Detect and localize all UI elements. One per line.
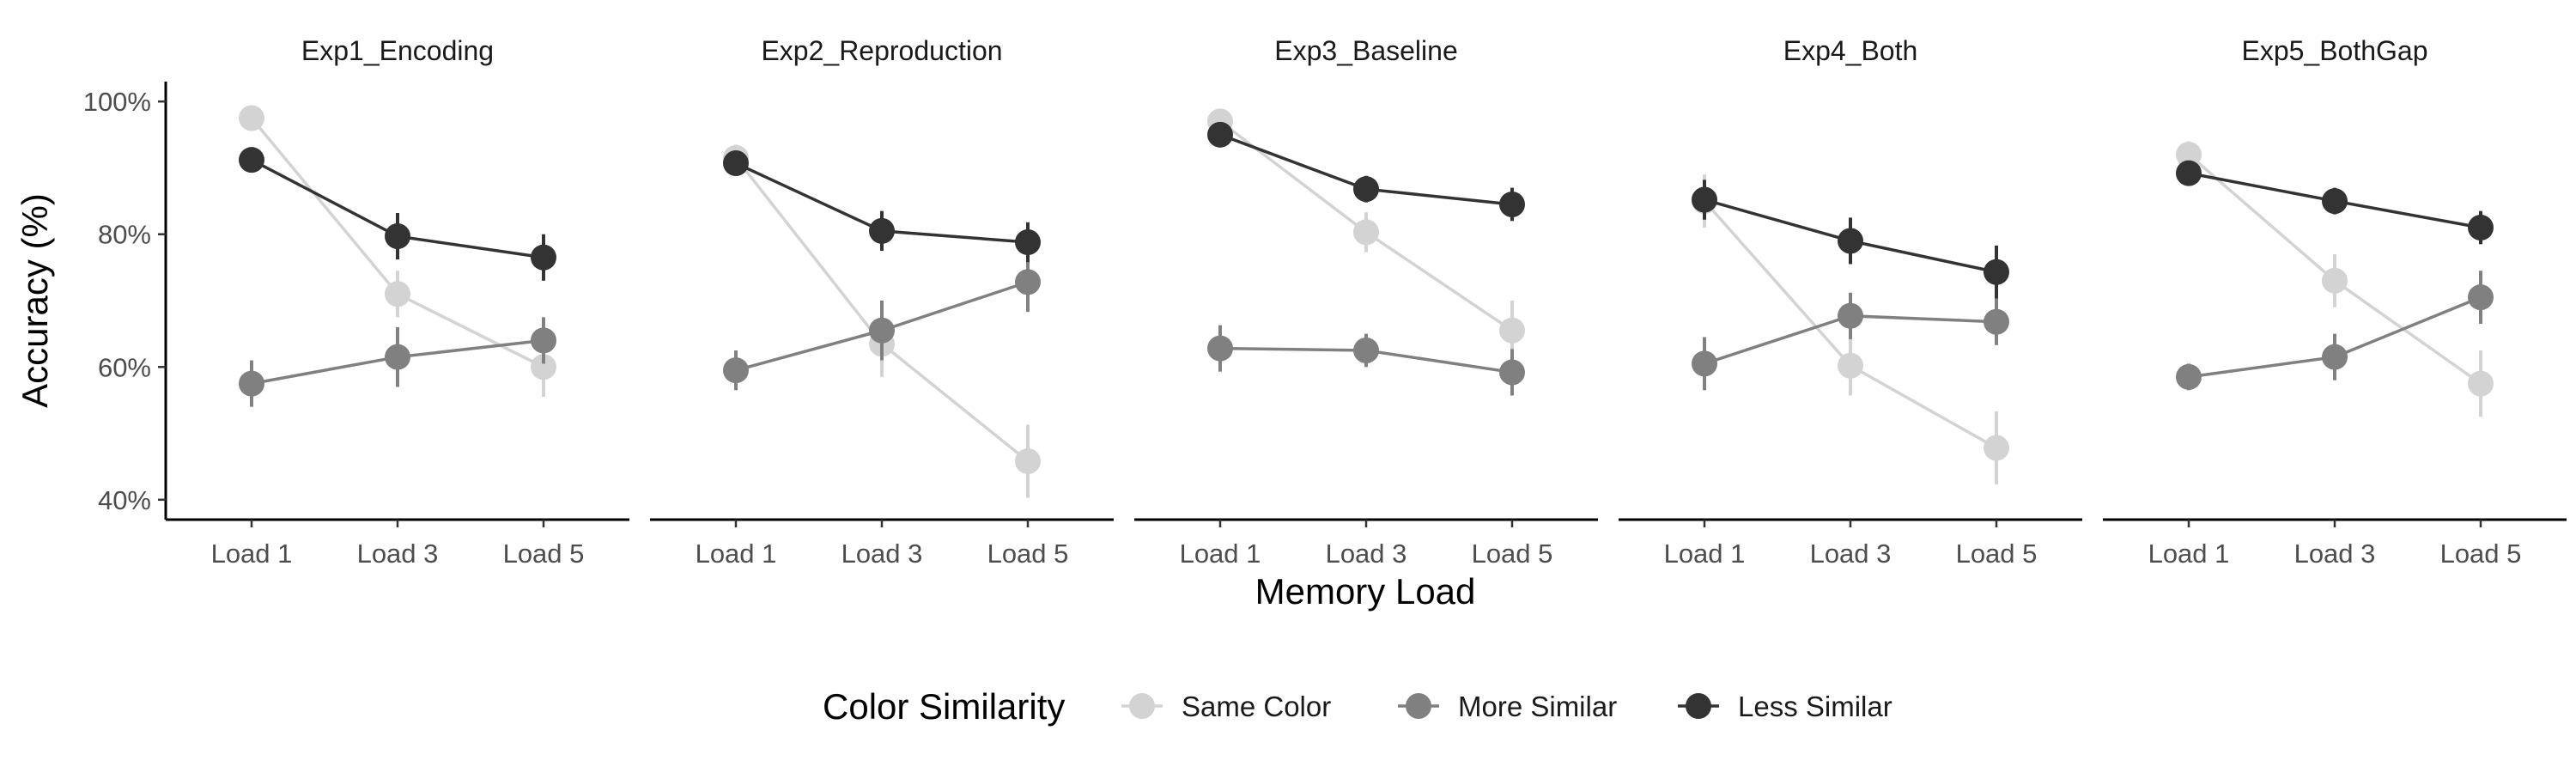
data-point — [531, 244, 556, 271]
series-less-similar — [1207, 121, 1525, 222]
panel-Exp1_Encoding: Exp1_Encoding 40% 60% 80% 100% Load 1 Load 3 Lo… — [83, 35, 629, 569]
data-point — [1838, 228, 1863, 254]
series-more-similar — [239, 317, 556, 407]
legend: Color Similarity Same Color More Similar L… — [823, 686, 1893, 727]
x-tick-label: Load 3 — [1326, 539, 1407, 569]
data-point — [2176, 160, 2202, 186]
y-axis-title: Accuracy (%) — [15, 193, 55, 408]
data-point — [2322, 267, 2348, 294]
chart-panels: Exp1_Encoding 40% 60% 80% 100% Load 1 Load 3 Lo… — [83, 35, 2567, 569]
data-point — [1692, 186, 1717, 213]
x-tick-label: Load 3 — [841, 539, 923, 569]
data-point — [2468, 370, 2494, 397]
x-tick-label: Load 1 — [1180, 539, 1261, 569]
x-tick-label: Load 5 — [1472, 539, 1553, 569]
panel-title: Exp2_Reproduction — [761, 35, 1002, 66]
x-tick-label: Load 1 — [2148, 539, 2230, 569]
data-point — [1499, 359, 1525, 386]
series-more-similar — [723, 252, 1041, 391]
x-tick-label: Load 5 — [987, 539, 1069, 569]
legend-label: Less Similar — [1738, 691, 1893, 722]
panel-Exp4_Both: Exp4_Both Load 1 Load 3 Load 5 — [1619, 35, 2082, 569]
panel-title: Exp5_BothGap — [2241, 35, 2427, 66]
data-point — [1015, 229, 1041, 255]
x-tick-label: Load 1 — [696, 539, 777, 569]
data-point — [239, 105, 264, 131]
panel-title: Exp3_Baseline — [1274, 35, 1457, 66]
x-tick-label: Load 5 — [1956, 539, 2038, 569]
data-point — [1984, 308, 2009, 335]
panel-Exp5_BothGap: Exp5_BothGap Load 1 Load 3 Load 5 — [2103, 35, 2567, 569]
data-point — [1499, 317, 1525, 344]
data-point — [239, 147, 264, 173]
legend-key-point — [1686, 693, 1711, 719]
data-point — [531, 354, 556, 380]
data-point — [723, 150, 749, 177]
series-less-similar — [1692, 180, 2009, 299]
legend-item-less-similar: Less Similar — [1678, 691, 1893, 722]
data-point — [2468, 215, 2494, 240]
series-more-similar — [2176, 271, 2494, 391]
data-point — [1838, 302, 1863, 329]
series-less-similar — [239, 147, 556, 281]
data-point — [1353, 176, 1379, 203]
panel-Exp3_Baseline: Exp3_Baseline Load 1 Load 3 Load 5 — [1134, 35, 1598, 569]
x-tick-label: Load 1 — [211, 539, 293, 569]
data-point — [1838, 352, 1863, 379]
data-point — [1984, 435, 2009, 461]
legend-label: Same Color — [1182, 691, 1331, 722]
data-point — [869, 317, 895, 344]
data-point — [239, 370, 264, 397]
legend-key-point — [1406, 693, 1431, 719]
data-point — [1499, 191, 1525, 217]
series-same-color — [2176, 141, 2494, 417]
data-point — [1984, 259, 2009, 285]
legend-title: Color Similarity — [823, 686, 1065, 727]
panel-Exp2_Reproduction: Exp2_Reproduction Load 1 Load 3 Load 5 — [650, 35, 1114, 569]
x-tick-label: Load 5 — [503, 539, 585, 569]
data-point — [2468, 284, 2494, 311]
series-less-similar — [723, 150, 1041, 263]
legend-key-point — [1129, 693, 1155, 719]
legend-item-same-color: Same Color — [1121, 691, 1331, 722]
x-axis-title: Memory Load — [1255, 571, 1476, 612]
data-point — [1015, 448, 1041, 474]
panel-title: Exp4_Both — [1783, 35, 1918, 66]
panel-title: Exp1_Encoding — [301, 35, 494, 66]
x-tick-label: Load 1 — [1664, 539, 1746, 569]
y-tick-label: 100% — [83, 87, 151, 117]
x-tick-label: Load 5 — [2440, 539, 2522, 569]
data-point — [2176, 142, 2202, 167]
data-point — [1353, 337, 1379, 363]
x-tick-label: Load 3 — [357, 539, 439, 569]
series-less-similar — [2176, 160, 2494, 245]
data-point — [1015, 269, 1041, 295]
data-point — [531, 327, 556, 354]
data-point — [1353, 219, 1379, 246]
data-point — [2322, 344, 2348, 370]
data-point — [723, 357, 749, 384]
legend-item-more-similar: More Similar — [1398, 691, 1617, 722]
series-more-similar — [1692, 292, 2009, 391]
data-point — [1207, 121, 1233, 148]
x-tick-label: Load 3 — [1810, 539, 1892, 569]
y-tick-label: 40% — [98, 485, 151, 515]
data-point — [1207, 335, 1233, 362]
data-point — [2322, 188, 2348, 215]
data-point — [385, 223, 410, 250]
data-point — [2176, 363, 2202, 390]
y-tick-label: 60% — [98, 352, 151, 382]
data-point — [869, 217, 895, 244]
data-point — [385, 344, 410, 370]
series-more-similar — [1207, 325, 1525, 396]
legend-label: More Similar — [1458, 691, 1617, 722]
y-tick-label: 80% — [98, 220, 151, 250]
x-tick-label: Load 3 — [2294, 539, 2376, 569]
data-point — [385, 281, 410, 307]
data-point — [1692, 350, 1717, 377]
